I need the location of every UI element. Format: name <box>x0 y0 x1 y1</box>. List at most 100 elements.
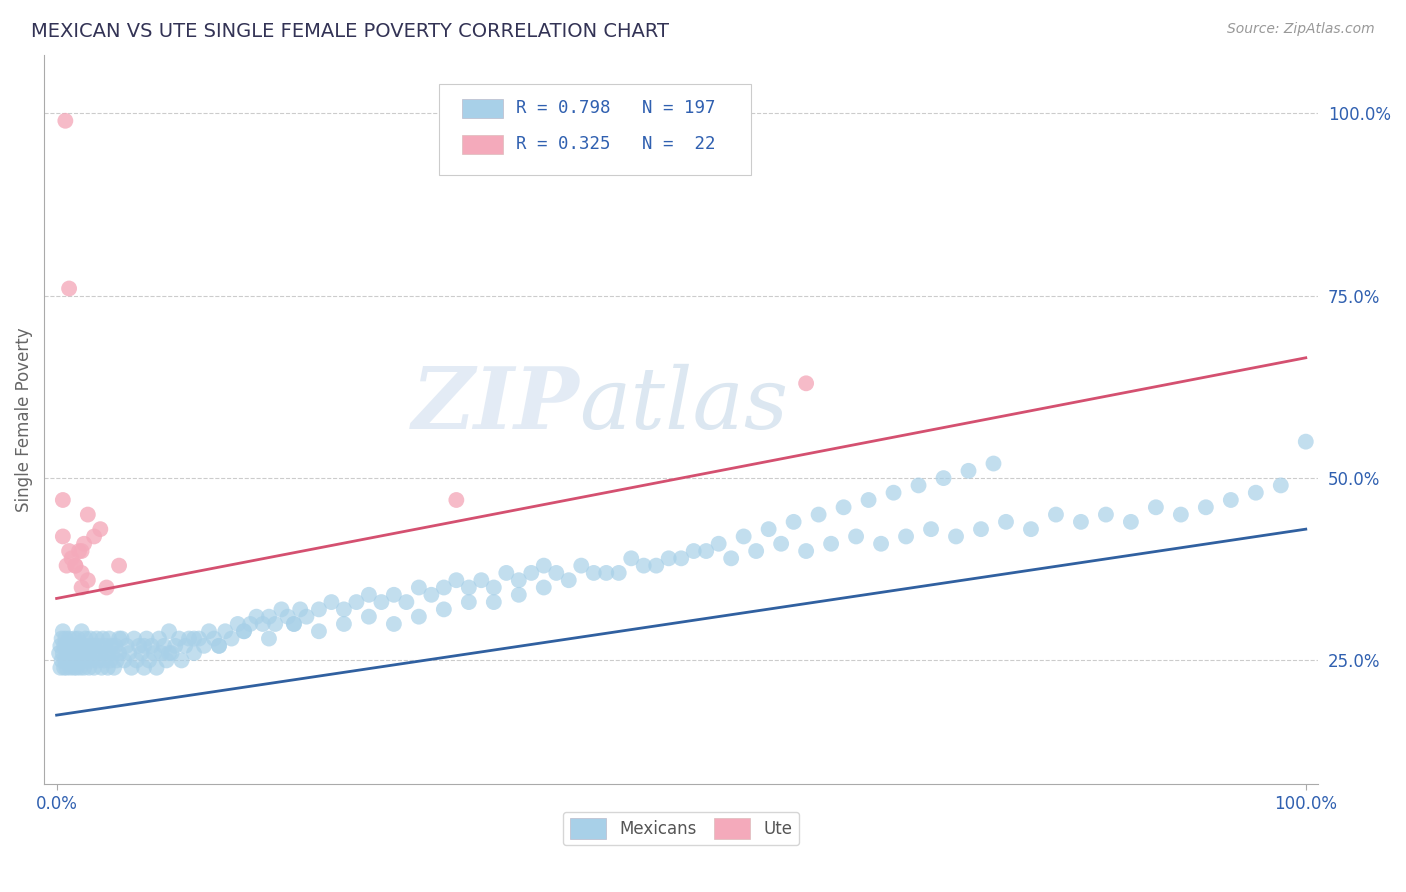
Point <box>202 632 225 646</box>
Point <box>73 639 96 653</box>
Point <box>707 537 730 551</box>
Point <box>100 639 122 653</box>
Point <box>620 551 643 566</box>
Point <box>131 646 153 660</box>
Point <box>84 646 107 660</box>
Point <box>370 595 392 609</box>
Point <box>395 595 418 609</box>
Point <box>48 646 70 660</box>
Point <box>344 595 367 609</box>
Point <box>1144 500 1167 515</box>
Point <box>49 661 72 675</box>
Point <box>321 595 343 609</box>
Point <box>695 544 717 558</box>
Point <box>70 624 93 639</box>
Point <box>60 646 83 660</box>
Point <box>382 617 405 632</box>
Point <box>53 653 76 667</box>
Point <box>93 653 115 667</box>
Point <box>58 281 80 295</box>
Point <box>53 661 76 675</box>
Point <box>157 624 180 639</box>
Point <box>125 653 148 667</box>
Point <box>433 602 456 616</box>
Point <box>69 661 91 675</box>
FancyBboxPatch shape <box>463 136 503 154</box>
Y-axis label: Single Female Poverty: Single Female Poverty <box>15 327 32 512</box>
Point <box>157 646 180 660</box>
Point <box>758 522 780 536</box>
Point <box>188 632 211 646</box>
Point <box>208 639 231 653</box>
Point <box>132 639 155 653</box>
Point <box>76 573 98 587</box>
Point <box>73 537 96 551</box>
Point <box>470 573 492 587</box>
Point <box>67 653 90 667</box>
Point <box>59 639 82 653</box>
Point <box>76 653 98 667</box>
Point <box>83 661 105 675</box>
Point <box>283 617 305 632</box>
Point <box>96 646 118 660</box>
Point <box>141 639 163 653</box>
Point <box>70 544 93 558</box>
Point <box>75 632 97 646</box>
Point <box>155 653 177 667</box>
Point <box>128 639 150 653</box>
Point <box>233 624 256 639</box>
Point <box>51 653 73 667</box>
Point <box>135 632 157 646</box>
Point <box>1019 522 1042 536</box>
Point <box>67 639 90 653</box>
Point <box>357 609 380 624</box>
Point <box>1219 493 1241 508</box>
Point <box>132 661 155 675</box>
Point <box>52 529 75 543</box>
Point <box>122 632 145 646</box>
Point <box>150 646 173 660</box>
Point <box>457 581 479 595</box>
Point <box>333 617 356 632</box>
Point <box>87 639 110 653</box>
Point <box>77 661 100 675</box>
Point <box>60 653 83 667</box>
Point <box>807 508 830 522</box>
Point <box>108 646 131 660</box>
Point <box>520 566 543 580</box>
Point <box>94 639 117 653</box>
Point <box>112 653 135 667</box>
Point <box>290 602 312 616</box>
Point <box>53 639 76 653</box>
Point <box>56 646 79 660</box>
Point <box>495 566 517 580</box>
Point <box>118 646 141 660</box>
Point <box>558 573 581 587</box>
Point <box>58 544 80 558</box>
Point <box>408 609 430 624</box>
Point <box>957 464 980 478</box>
Point <box>270 602 292 616</box>
Point <box>80 653 103 667</box>
Point <box>65 558 87 573</box>
FancyBboxPatch shape <box>439 85 751 176</box>
Point <box>65 661 87 675</box>
Point <box>226 617 249 632</box>
Point <box>794 376 817 391</box>
Point <box>1070 515 1092 529</box>
Point <box>63 661 86 675</box>
Point <box>264 617 287 632</box>
Point <box>482 581 505 595</box>
Point <box>59 661 82 675</box>
Point <box>770 537 793 551</box>
Point <box>103 661 125 675</box>
Point <box>433 581 456 595</box>
Point <box>87 653 110 667</box>
Point <box>308 602 330 616</box>
Point <box>308 624 330 639</box>
FancyBboxPatch shape <box>463 99 503 118</box>
Point <box>633 558 655 573</box>
Point <box>63 632 86 646</box>
Point <box>333 602 356 616</box>
Point <box>983 457 1005 471</box>
